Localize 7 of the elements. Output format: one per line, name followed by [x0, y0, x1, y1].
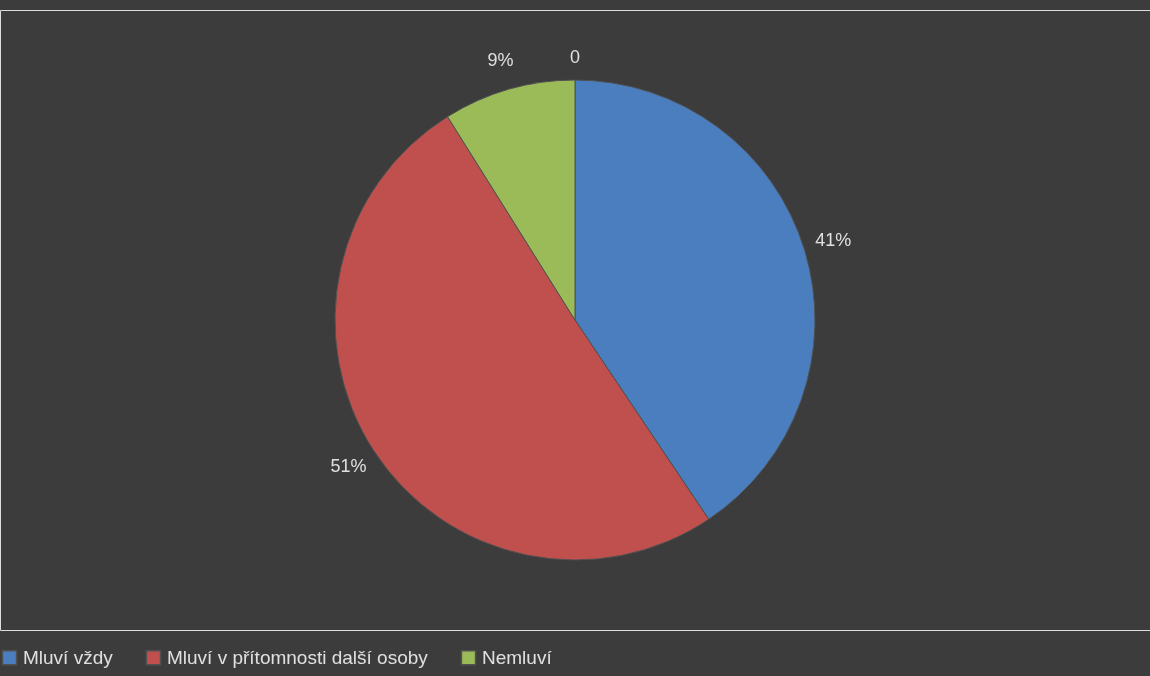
legend-label: Mluví v přítomnosti další osoby: [167, 646, 429, 668]
data-label: 51%: [330, 455, 367, 476]
data-label: 41%: [815, 230, 852, 251]
data-label: 9%: [487, 49, 514, 70]
legend-label: Nemluví: [482, 646, 553, 668]
text: 0: [569, 47, 581, 67]
legend-label: Mluví vždy: [23, 646, 114, 668]
